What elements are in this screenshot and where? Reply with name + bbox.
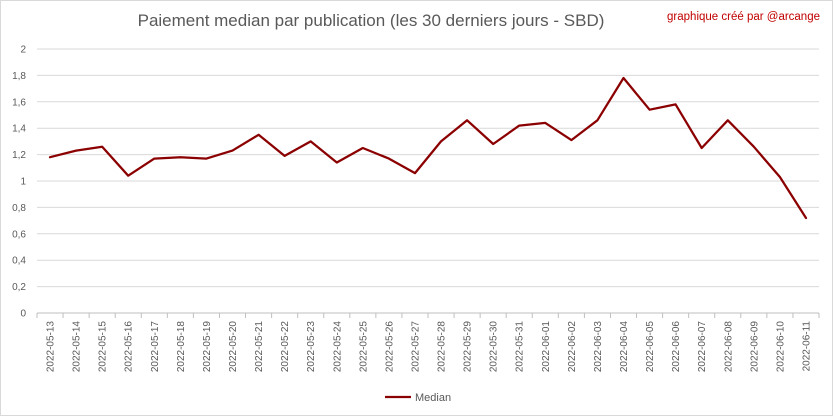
data-point	[804, 216, 808, 220]
x-tick-label: 2022-05-27	[410, 321, 421, 373]
y-tick-label: 0	[20, 309, 26, 320]
x-tick-label: 2022-06-01	[541, 321, 552, 373]
data-point	[543, 121, 547, 125]
series-line-median	[48, 76, 808, 220]
x-tick-label: 2022-05-29	[463, 321, 474, 373]
x-tick-label: 2022-05-22	[280, 321, 291, 373]
x-tick-label: 2022-05-30	[489, 321, 500, 373]
y-tick-label: 0,2	[12, 282, 26, 293]
y-tick-label: 1,2	[12, 150, 26, 161]
x-tick-label: 2022-05-26	[384, 321, 395, 373]
data-point	[569, 138, 573, 142]
y-tick-label: 1,8	[12, 71, 26, 82]
data-point	[726, 118, 730, 122]
x-tick-label: 2022-06-06	[671, 321, 682, 373]
chart-credit-annotation: graphique créé par @arcange	[667, 11, 820, 23]
data-point	[491, 142, 495, 146]
data-point	[74, 149, 78, 153]
data-point	[674, 102, 678, 106]
y-tick-label: 1	[20, 177, 26, 188]
x-tick-label: 2022-06-08	[723, 321, 734, 373]
data-point	[622, 76, 626, 80]
x-tick-label: 2022-05-31	[515, 321, 526, 373]
x-tick-label: 2022-05-19	[202, 321, 213, 373]
data-point	[309, 139, 313, 143]
data-point	[204, 157, 208, 161]
data-point	[439, 139, 443, 143]
x-tick-label: 2022-06-02	[567, 321, 578, 373]
x-tick-label: 2022-06-10	[775, 321, 786, 373]
data-point	[595, 118, 599, 122]
data-point	[752, 145, 756, 149]
x-tick-label: 2022-06-03	[593, 321, 604, 373]
x-tick-label: 2022-06-11	[801, 321, 812, 372]
x-tick-label: 2022-05-25	[358, 321, 369, 373]
x-tick-label: 2022-05-20	[228, 321, 239, 373]
y-tick-label: 1,4	[12, 124, 26, 135]
y-tick-label: 1,6	[12, 97, 26, 108]
x-tick-label: 2022-05-24	[332, 321, 343, 373]
data-point	[517, 124, 521, 128]
data-point	[126, 174, 130, 178]
data-point	[465, 118, 469, 122]
y-tick-label: 0,4	[12, 256, 26, 267]
data-point	[48, 155, 52, 159]
data-point	[778, 175, 782, 179]
x-tick-label: 2022-05-14	[72, 321, 83, 373]
data-point	[178, 155, 182, 159]
data-point	[152, 157, 156, 161]
x-tick-label: 2022-05-13	[46, 321, 57, 373]
data-point	[100, 145, 104, 149]
y-tick-label: 0,8	[12, 203, 26, 214]
y-tick-label: 0,6	[12, 229, 26, 240]
x-tick-label: 2022-05-23	[306, 321, 317, 373]
chart-title: Paiement median par publication (les 30 …	[137, 11, 605, 30]
data-point	[648, 108, 652, 112]
data-point	[335, 161, 339, 165]
x-tick-label: 2022-05-21	[254, 321, 265, 373]
data-point	[700, 146, 704, 150]
data-point	[387, 157, 391, 161]
x-tick-label: 2022-05-18	[176, 321, 187, 373]
x-tick-label: 2022-05-28	[437, 321, 448, 373]
legend-label: Median	[415, 392, 451, 404]
data-point	[231, 149, 235, 153]
x-tick-label: 2022-06-07	[697, 321, 708, 373]
data-point	[257, 133, 261, 137]
x-tick-label: 2022-06-04	[619, 321, 630, 373]
x-tick-label: 2022-06-09	[749, 321, 760, 373]
data-point	[283, 154, 287, 158]
data-point	[361, 146, 365, 150]
data-point	[413, 171, 417, 175]
y-tick-label: 2	[20, 45, 26, 56]
x-tick-label: 2022-05-15	[98, 321, 109, 373]
x-tick-label: 2022-06-05	[645, 321, 656, 373]
x-tick-label: 2022-05-16	[124, 321, 135, 373]
x-tick-label: 2022-05-17	[150, 321, 161, 373]
